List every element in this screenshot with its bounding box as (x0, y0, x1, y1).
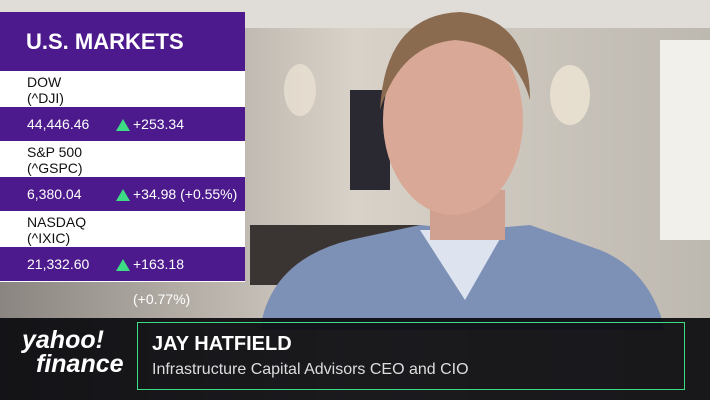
logo-text: finance (36, 350, 124, 378)
index-symbol: (^GSPC) (27, 160, 83, 176)
guest-title: Infrastructure Capital Advisors CEO and … (152, 361, 469, 378)
index-value-row: 44,446.46 +253.34 (+0.57%) (0, 107, 245, 167)
logo: yahoo! finance (22, 326, 124, 378)
index-name: NASDAQ (27, 214, 87, 230)
index-value-row: 6,380.04 +34.98 (+0.55%) (0, 177, 245, 212)
markets-panel: U.S. MARKETS DOW (^DJI) 44,446.46 +253.34 (… (0, 12, 245, 307)
guest-name: JAY HATFIELD (152, 333, 292, 355)
name-box: JAY HATFIELD Infrastructure Capital Advi… (137, 322, 685, 390)
index-change: +253.34 (+0.57%) (133, 116, 191, 167)
index-name-row: NASDAQ (^IXIC) (0, 212, 245, 247)
panel-title: U.S. MARKETS (0, 12, 245, 72)
index-change: +34.98 (+0.55%) (133, 186, 238, 202)
up-arrow (116, 189, 130, 201)
index-name-row: S&P 500 (^GSPC) (0, 142, 245, 177)
logo-text: yahoo! (22, 326, 104, 354)
index-price: 21,332.60 (27, 256, 90, 272)
index-value-row: 21,332.60 +163.18 (+0.77%) (0, 247, 245, 307)
lower-third: yahoo! finance JAY HATFIELD Infrastructu… (0, 318, 710, 400)
index-name-row: DOW (^DJI) (0, 72, 245, 107)
index-symbol: (^IXIC) (27, 230, 71, 246)
index-name: S&P 500 (27, 144, 83, 160)
index-list: DOW (^DJI) 44,446.46 +253.34 (+0.57%) S&P 50… (0, 72, 245, 307)
up-arrow (116, 259, 130, 271)
index-price: 6,380.04 (27, 186, 82, 202)
up-arrow (116, 119, 130, 131)
index-name: DOW (27, 74, 62, 90)
index-change: +163.18 (+0.77%) (133, 256, 191, 307)
index-symbol: (^DJI) (27, 90, 64, 106)
index-price: 44,446.46 (27, 116, 90, 132)
